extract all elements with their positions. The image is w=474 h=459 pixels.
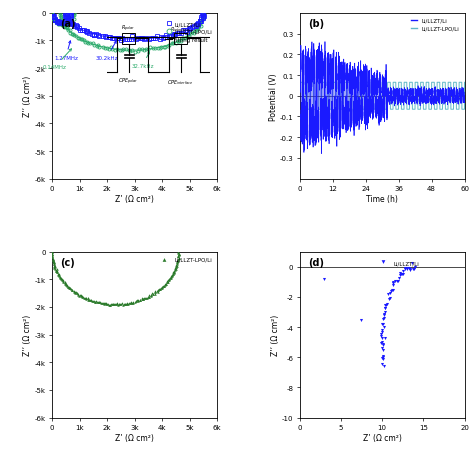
X-axis label: Z’ (Ω cm²): Z’ (Ω cm²)	[115, 433, 154, 442]
Li/LLZT-LPO/Li	[462, 80, 467, 86]
Legend: Li/LLZT/Li, Li/LLZT-LPO/Li, fitting result: Li/LLZT/Li, Li/LLZT-LPO/Li, fitting resu…	[163, 20, 214, 45]
Y-axis label: Z’’ (Ω cm²): Z’’ (Ω cm²)	[23, 76, 32, 117]
Li/LLZT/Li	[339, 119, 345, 124]
Li/LLZT/Li	[397, 90, 403, 95]
Legend: Li/LLZT/Li, Li/LLZT-LPO/Li: Li/LLZT/Li, Li/LLZT-LPO/Li	[409, 17, 462, 34]
Text: (a): (a)	[60, 19, 76, 29]
Li/LLZT/Li	[305, 67, 311, 73]
X-axis label: Z’ (Ω cm²): Z’ (Ω cm²)	[115, 194, 154, 203]
Li/LLZT-LPO/Li	[321, 80, 327, 86]
Text: (c): (c)	[60, 257, 75, 267]
Text: (b): (b)	[308, 19, 324, 29]
X-axis label: Z’ (Ω cm²): Z’ (Ω cm²)	[363, 433, 401, 442]
Legend: Li/LLZT-LPO/Li: Li/LLZT-LPO/Li	[156, 255, 214, 264]
Li/LLZT-LPO/Li	[300, 107, 305, 113]
Li/LLZT-LPO/Li	[297, 80, 302, 86]
Legend: Li/LLZT/Li: Li/LLZT/Li	[376, 258, 421, 268]
Y-axis label: Z’’ (Ω cm²): Z’’ (Ω cm²)	[272, 314, 281, 356]
Li/LLZT-LPO/Li	[397, 80, 403, 86]
Li/LLZT-LPO/Li	[381, 80, 387, 86]
Li/LLZT-LPO/Li	[383, 107, 389, 113]
Text: (d): (d)	[308, 257, 324, 267]
Li/LLZT-LPO/Li	[339, 107, 345, 113]
Li/LLZT/Li	[319, 151, 324, 157]
Li/LLZT/Li	[381, 94, 387, 100]
Li/LLZT/Li	[322, 40, 328, 45]
Text: 30.2kHz: 30.2kHz	[96, 42, 118, 61]
Li/LLZT/Li	[321, 119, 327, 124]
X-axis label: Time (h): Time (h)	[366, 194, 398, 203]
Li/LLZT/Li	[297, 50, 302, 55]
Li/LLZT/Li	[462, 90, 467, 96]
Text: 1.27MHz: 1.27MHz	[54, 42, 78, 61]
Y-axis label: Z’’ (Ω cm²): Z’’ (Ω cm²)	[23, 314, 32, 356]
Li/LLZT-LPO/Li	[305, 107, 311, 113]
Y-axis label: Potential (V): Potential (V)	[269, 73, 278, 120]
Li/LLZT/Li	[383, 95, 389, 100]
Text: 0.14MHz: 0.14MHz	[43, 50, 72, 70]
Text: 32.7kHz: 32.7kHz	[132, 53, 154, 69]
Line: Li/LLZT-LPO/Li: Li/LLZT-LPO/Li	[300, 83, 465, 110]
Line: Li/LLZT/Li: Li/LLZT/Li	[300, 43, 465, 154]
